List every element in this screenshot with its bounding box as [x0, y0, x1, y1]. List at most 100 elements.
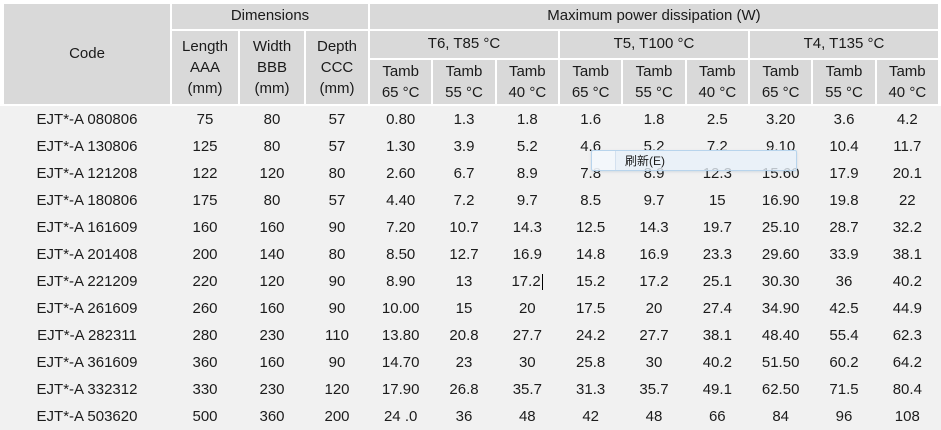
- value-cell[interactable]: 8.50: [386, 246, 416, 263]
- value-cell[interactable]: 2.5: [706, 111, 728, 128]
- header-tamb-cell[interactable]: Tamb 65 °C: [370, 60, 432, 104]
- value-cell[interactable]: 330: [192, 381, 218, 398]
- value-cell[interactable]: 16.90: [761, 192, 800, 209]
- value-cell[interactable]: 230: [259, 381, 285, 398]
- value-cell[interactable]: 90: [328, 273, 346, 290]
- header-group-t5[interactable]: T5, T100 °C: [559, 31, 748, 58]
- value-cell[interactable]: 4.40: [386, 192, 416, 209]
- value-cell[interactable]: 30: [518, 354, 536, 371]
- value-cell[interactable]: 10.4: [829, 138, 859, 155]
- header-tamb-cell[interactable]: Tamb 65 °C: [559, 60, 622, 104]
- value-cell[interactable]: 80: [263, 111, 281, 128]
- value-cell[interactable]: 38.1: [892, 246, 922, 263]
- value-cell[interactable]: 62.50: [761, 381, 800, 398]
- header-tamb-cell[interactable]: Tamb 40 °C: [686, 60, 748, 104]
- value-cell[interactable]: 17.9: [829, 165, 859, 182]
- value-cell[interactable]: 11.7: [893, 138, 922, 155]
- value-cell[interactable]: 60.2: [829, 354, 859, 371]
- value-cell[interactable]: 230: [259, 327, 285, 344]
- value-cell[interactable]: 24 .0: [383, 408, 418, 425]
- value-cell[interactable]: 3.6: [833, 111, 855, 128]
- value-cell[interactable]: 90: [328, 219, 346, 236]
- value-cell[interactable]: 24.2: [576, 327, 606, 344]
- value-cell[interactable]: 19.7: [702, 219, 732, 236]
- value-cell[interactable]: 4.2: [896, 111, 918, 128]
- value-cell[interactable]: 6.7: [453, 165, 475, 182]
- value-cell[interactable]: 25.10: [761, 219, 800, 236]
- code-cell[interactable]: EJT*-A 332312: [36, 381, 138, 398]
- value-cell[interactable]: 34.90: [761, 300, 800, 317]
- value-cell[interactable]: 220: [192, 273, 218, 290]
- header-code[interactable]: Code: [4, 4, 170, 104]
- value-cell[interactable]: 57: [328, 138, 346, 155]
- value-cell[interactable]: 1.6: [580, 111, 602, 128]
- value-cell[interactable]: 20: [645, 300, 663, 317]
- value-cell[interactable]: 17.5: [576, 300, 606, 317]
- code-cell[interactable]: EJT*-A 503620: [36, 408, 138, 425]
- value-cell[interactable]: 90: [328, 354, 346, 371]
- header-tamb-cell[interactable]: Tamb 55 °C: [623, 60, 685, 104]
- value-cell[interactable]: 96: [835, 408, 853, 425]
- code-cell[interactable]: EJT*-A 201408: [36, 246, 138, 263]
- value-cell[interactable]: 9.7: [516, 192, 538, 209]
- value-cell[interactable]: 62.3: [892, 327, 922, 344]
- value-cell[interactable]: 22: [898, 192, 916, 209]
- value-cell[interactable]: 35.7: [639, 381, 669, 398]
- value-cell[interactable]: 10.00: [381, 300, 420, 317]
- header-tamb-cell[interactable]: Tamb 55 °C: [813, 60, 875, 104]
- value-cell[interactable]: 1.3: [453, 111, 475, 128]
- value-cell[interactable]: 40.2: [892, 273, 922, 290]
- value-cell[interactable]: 20.1: [892, 165, 922, 182]
- value-cell[interactable]: 8.90: [386, 273, 416, 290]
- value-cell[interactable]: 280: [192, 327, 218, 344]
- value-cell[interactable]: 160: [259, 300, 285, 317]
- header-tamb-cell[interactable]: Tamb 40 °C: [876, 60, 938, 104]
- value-cell[interactable]: 42.5: [829, 300, 859, 317]
- value-cell[interactable]: 200: [324, 408, 350, 425]
- value-cell[interactable]: 42: [582, 408, 599, 425]
- value-cell[interactable]: 14.3: [512, 219, 542, 236]
- value-cell[interactable]: 35.7: [512, 381, 542, 398]
- value-cell[interactable]: 125: [192, 138, 218, 155]
- value-cell[interactable]: 160: [259, 219, 285, 236]
- value-cell[interactable]: 32.2: [892, 219, 922, 236]
- value-cell[interactable]: 12.7: [449, 246, 479, 263]
- value-cell[interactable]: 66: [708, 408, 726, 425]
- value-cell[interactable]: 29.60: [761, 246, 800, 263]
- value-cell[interactable]: 17.90: [381, 381, 420, 398]
- value-cell[interactable]: 80.4: [892, 381, 922, 398]
- value-cell[interactable]: 14.3: [639, 219, 669, 236]
- value-cell[interactable]: 3.20: [766, 111, 796, 128]
- header-group-t4[interactable]: T4, T135 °C: [749, 31, 938, 58]
- value-cell[interactable]: 80: [328, 246, 346, 263]
- code-cell[interactable]: EJT*-A 361609: [36, 354, 138, 371]
- value-cell[interactable]: 0.80: [386, 111, 416, 128]
- header-width[interactable]: Width BBB (mm): [240, 31, 304, 104]
- value-cell[interactable]: 8.5: [580, 192, 602, 209]
- header-length[interactable]: Length AAA (mm): [172, 31, 238, 104]
- value-cell[interactable]: 120: [259, 165, 285, 182]
- value-cell[interactable]: 33.9: [829, 246, 859, 263]
- value-cell[interactable]: 80: [263, 138, 281, 155]
- value-cell[interactable]: 15: [708, 192, 726, 209]
- value-cell[interactable]: 1.8: [643, 111, 665, 128]
- value-cell[interactable]: 40.2: [702, 354, 732, 371]
- value-cell[interactable]: 14.70: [381, 354, 420, 371]
- value-cell[interactable]: 28.7: [829, 219, 859, 236]
- value-cell[interactable]: 49.1: [702, 381, 732, 398]
- value-cell[interactable]: 15: [455, 300, 473, 317]
- value-cell[interactable]: 14.8: [576, 246, 606, 263]
- value-cell[interactable]: 38.1: [702, 327, 732, 344]
- value-cell[interactable]: 3.9: [453, 138, 475, 155]
- value-cell[interactable]: 84: [772, 408, 789, 425]
- value-cell[interactable]: 10.7: [449, 219, 479, 236]
- value-cell[interactable]: 120: [259, 273, 285, 290]
- value-cell[interactable]: 57: [328, 111, 346, 128]
- header-depth[interactable]: Depth CCC (mm): [306, 31, 368, 104]
- value-cell[interactable]: 57: [328, 192, 346, 209]
- header-max-power[interactable]: Maximum power dissipation (W): [370, 4, 938, 29]
- value-cell[interactable]: 2.60: [386, 165, 416, 182]
- value-cell[interactable]: 500: [192, 408, 218, 425]
- value-cell[interactable]: 160: [192, 219, 218, 236]
- code-cell[interactable]: EJT*-A 130806: [36, 138, 138, 155]
